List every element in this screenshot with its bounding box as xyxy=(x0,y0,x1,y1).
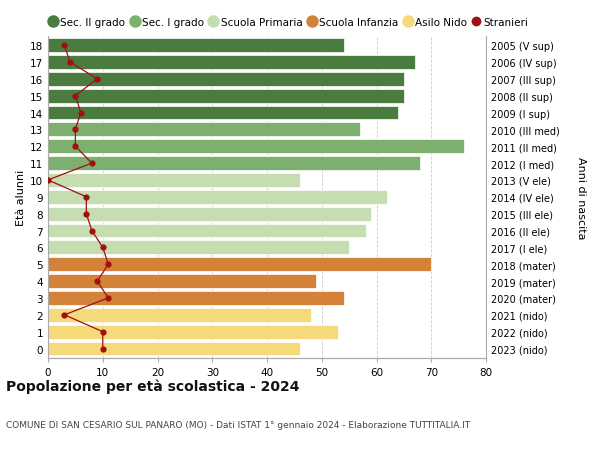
Bar xyxy=(48,123,360,137)
Text: Popolazione per età scolastica - 2024: Popolazione per età scolastica - 2024 xyxy=(6,379,299,393)
Y-axis label: Età alunni: Età alunni xyxy=(16,169,26,225)
Bar xyxy=(48,241,349,255)
Bar xyxy=(48,342,300,356)
Bar xyxy=(48,39,344,53)
Bar xyxy=(48,308,311,322)
Bar xyxy=(48,190,388,204)
Bar xyxy=(48,258,431,272)
Bar xyxy=(48,157,420,171)
Bar xyxy=(48,106,398,120)
Bar xyxy=(48,224,365,238)
Bar xyxy=(48,174,300,187)
Legend: Sec. II grado, Sec. I grado, Scuola Primaria, Scuola Infanzia, Asilo Nido, Stran: Sec. II grado, Sec. I grado, Scuola Prim… xyxy=(49,18,529,28)
Bar xyxy=(48,274,316,288)
Text: COMUNE DI SAN CESARIO SUL PANARO (MO) - Dati ISTAT 1° gennaio 2024 - Elaborazion: COMUNE DI SAN CESARIO SUL PANARO (MO) - … xyxy=(6,420,470,429)
Bar xyxy=(48,325,338,339)
Y-axis label: Anni di nascita: Anni di nascita xyxy=(576,156,586,239)
Bar xyxy=(48,140,464,154)
Bar xyxy=(48,73,404,86)
Bar xyxy=(48,291,344,305)
Bar xyxy=(48,56,415,70)
Bar xyxy=(48,90,404,103)
Bar xyxy=(48,207,371,221)
